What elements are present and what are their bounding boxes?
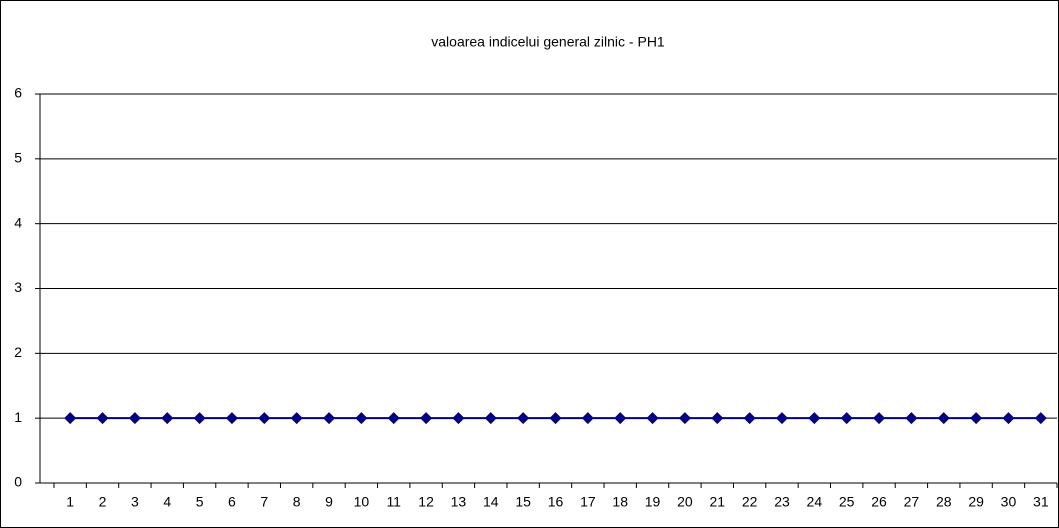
- data-point: [970, 412, 983, 425]
- data-point: [581, 412, 594, 425]
- x-tick-label: 12: [418, 494, 434, 510]
- x-tick-label: 8: [293, 494, 301, 510]
- x-tick-label: 18: [612, 494, 628, 510]
- x-tick-label: 22: [742, 494, 758, 510]
- data-point: [193, 412, 206, 425]
- data-point: [614, 412, 627, 425]
- data-point: [840, 412, 853, 425]
- x-tick-label: 30: [1001, 494, 1017, 510]
- data-point: [484, 412, 497, 425]
- x-tick-label: 24: [807, 494, 823, 510]
- x-tick-label: 1: [66, 494, 74, 510]
- y-tick-label: 4: [14, 214, 22, 230]
- x-tick-label: 9: [325, 494, 333, 510]
- data-point: [323, 412, 336, 425]
- y-tick-label: 0: [14, 474, 22, 490]
- x-tick-label: 23: [774, 494, 790, 510]
- data-point: [64, 412, 77, 425]
- x-tick-label: 20: [677, 494, 693, 510]
- data-point: [452, 412, 465, 425]
- x-tick-label: 29: [968, 494, 984, 510]
- x-tick-label: 4: [163, 494, 171, 510]
- x-tick-label: 17: [580, 494, 596, 510]
- x-tick-label: 11: [386, 494, 401, 510]
- data-point: [225, 412, 238, 425]
- data-point: [646, 412, 659, 425]
- data-point: [128, 412, 141, 425]
- data-point: [517, 412, 530, 425]
- x-tick-label: 2: [99, 494, 107, 510]
- data-point: [905, 412, 918, 425]
- data-point: [775, 412, 788, 425]
- x-tick-label: 10: [354, 494, 370, 510]
- data-point: [290, 412, 303, 425]
- data-point: [711, 412, 724, 425]
- x-tick-label: 28: [936, 494, 952, 510]
- data-point: [678, 412, 691, 425]
- x-tick-label: 25: [839, 494, 855, 510]
- data-point: [1034, 412, 1047, 425]
- data-point: [743, 412, 756, 425]
- data-point: [258, 412, 271, 425]
- x-tick-label: 6: [228, 494, 236, 510]
- chart-title: valoarea indicelui general zilnic - PH1: [431, 34, 665, 50]
- data-point: [387, 412, 400, 425]
- y-tick-label: 2: [14, 344, 22, 360]
- x-tick-label: 31: [1033, 494, 1049, 510]
- data-point: [420, 412, 433, 425]
- y-tick-label: 3: [14, 279, 22, 295]
- data-point: [873, 412, 886, 425]
- data-point: [355, 412, 368, 425]
- x-tick-label: 7: [260, 494, 268, 510]
- x-tick-label: 27: [904, 494, 920, 510]
- x-tick-label: 21: [709, 494, 725, 510]
- x-tick-label: 13: [451, 494, 467, 510]
- x-tick-label: 14: [483, 494, 499, 510]
- x-tick-label: 19: [645, 494, 661, 510]
- x-tick-label: 3: [131, 494, 139, 510]
- y-tick-label: 6: [14, 85, 22, 101]
- y-tick-label: 5: [14, 150, 22, 166]
- x-tick-label: 5: [196, 494, 204, 510]
- data-point: [96, 412, 109, 425]
- data-point: [937, 412, 950, 425]
- data-point: [549, 412, 562, 425]
- x-tick-label: 15: [515, 494, 531, 510]
- data-point: [808, 412, 821, 425]
- x-tick-label: 16: [548, 494, 564, 510]
- data-point: [1002, 412, 1015, 425]
- y-tick-label: 1: [14, 409, 22, 425]
- data-point: [161, 412, 174, 425]
- x-tick-label: 26: [871, 494, 887, 510]
